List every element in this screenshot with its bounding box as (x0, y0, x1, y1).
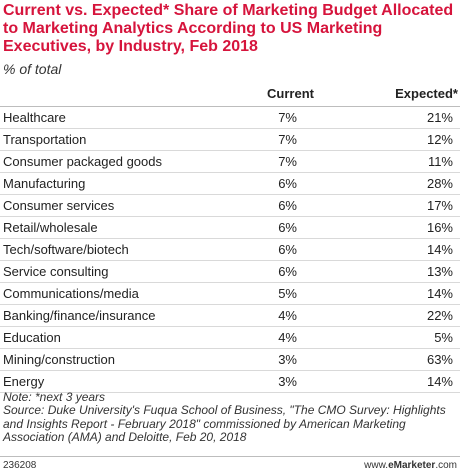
row-label: Energy (3, 374, 45, 389)
brand-name: eMarketer (388, 460, 436, 471)
row-label: Consumer services (3, 198, 115, 213)
expected-value: 21% (426, 110, 453, 125)
expected-value: 17% (426, 198, 453, 213)
data-table: Current Expected* Healthcare 7% 21% Transpo… (0, 82, 460, 393)
row-label: Consumer packaged goods (3, 154, 162, 169)
footer: 236208 www.eMarketer.com (0, 456, 460, 474)
table-row: Education 4% 5% (0, 327, 460, 349)
row-label: Communications/media (3, 286, 139, 301)
table-header: Current Expected* (0, 82, 460, 107)
table-row: Retail/wholesale 6% 16% (0, 217, 460, 239)
row-label: Mining/construction (3, 352, 115, 367)
row-label: Tech/software/biotech (3, 242, 129, 257)
column-header-current: Current (267, 86, 314, 101)
current-value: 3% (278, 374, 297, 389)
table-row: Healthcare 7% 21% (0, 107, 460, 129)
current-value: 7% (278, 110, 297, 125)
current-value: 3% (278, 352, 297, 367)
brand-prefix: www. (364, 460, 389, 471)
chart-id: 236208 (3, 460, 37, 471)
current-value: 4% (278, 308, 297, 323)
table-row: Manufacturing 6% 28% (0, 173, 460, 195)
table-row: Consumer services 6% 17% (0, 195, 460, 217)
table-row: Banking/finance/insurance 4% 22% (0, 305, 460, 327)
expected-value: 22% (426, 308, 453, 323)
current-value: 7% (278, 132, 297, 147)
row-label: Healthcare (3, 110, 66, 125)
row-label: Banking/finance/insurance (3, 308, 156, 323)
table-row: Tech/software/biotech 6% 14% (0, 239, 460, 261)
table-row: Communications/media 5% 14% (0, 283, 460, 305)
current-value: 6% (278, 176, 297, 191)
brand-suffix: .com (435, 460, 457, 471)
row-label: Manufacturing (3, 176, 86, 191)
current-value: 5% (278, 286, 297, 301)
chart-title: Current vs. Expected* Share of Marketing… (3, 2, 454, 55)
expected-value: 14% (426, 374, 453, 389)
table-row: Service consulting 6% 13% (0, 261, 460, 283)
brand-logo: www.eMarketer.com (364, 460, 457, 471)
source-text: Source: Duke University's Fuqua School o… (3, 403, 446, 445)
expected-value: 28% (426, 176, 453, 191)
expected-value: 16% (426, 220, 453, 235)
expected-value: 12% (426, 132, 453, 147)
expected-value: 11% (427, 154, 453, 169)
note-text: Note: *next 3 years (3, 390, 106, 404)
expected-value: 13% (426, 264, 453, 279)
row-label: Education (3, 330, 61, 345)
current-value: 7% (278, 154, 297, 169)
expected-value: 5% (434, 330, 453, 345)
row-label: Service consulting (3, 264, 109, 279)
table-body: Healthcare 7% 21% Transportation 7% 12% Consum… (0, 107, 460, 393)
expected-value: 14% (426, 242, 453, 257)
table-row: Transportation 7% 12% (0, 129, 460, 151)
current-value: 6% (278, 220, 297, 235)
current-value: 6% (278, 264, 297, 279)
current-value: 6% (278, 198, 297, 213)
expected-value: 63% (426, 352, 453, 367)
notes: Note: *next 3 years Source: Duke Univers… (3, 390, 458, 445)
column-header-expected: Expected* (395, 86, 458, 101)
table-row: Energy 3% 14% (0, 371, 460, 393)
current-value: 4% (278, 330, 297, 345)
chart-subtitle: % of total (3, 61, 62, 77)
expected-value: 14% (426, 286, 453, 301)
table-row: Consumer packaged goods 7% 11% (0, 151, 460, 173)
current-value: 6% (278, 242, 297, 257)
row-label: Transportation (3, 132, 87, 147)
row-label: Retail/wholesale (3, 220, 98, 235)
table-row: Mining/construction 3% 63% (0, 349, 460, 371)
